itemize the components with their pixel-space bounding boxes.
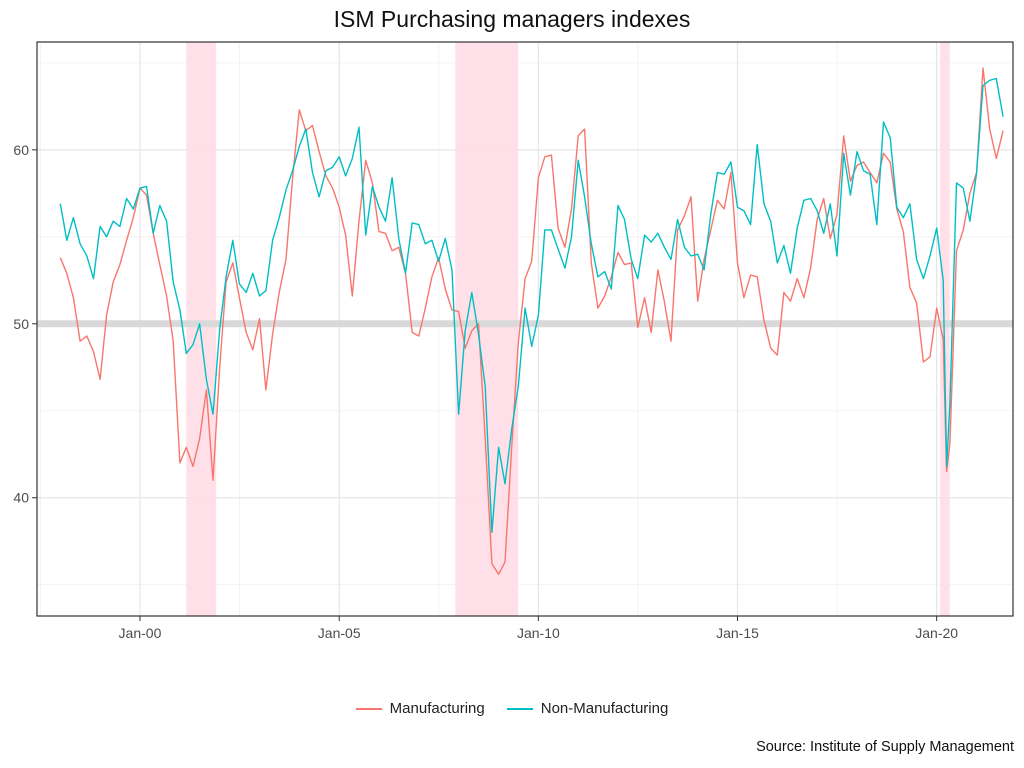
- x-tick-label-4: Jan-20: [915, 625, 958, 641]
- series-line-manufacturing: [59, 67, 1004, 575]
- recession-band-2: [940, 42, 950, 616]
- legend: Manufacturing Non-Manufacturing: [0, 700, 1024, 717]
- x-tick-label-2: Jan-10: [517, 625, 560, 641]
- source-caption: Source: Institute of Supply Management: [756, 739, 1014, 755]
- chart-title: ISM Purchasing managers indexes: [333, 6, 691, 32]
- series-line-non-manufacturing: [59, 77, 1004, 534]
- legend-key-manufacturing: [355, 707, 382, 710]
- recession-band-0: [186, 42, 217, 616]
- legend-key-non-manufacturing: [506, 707, 533, 710]
- plot-frame: [36, 41, 1014, 617]
- y-tick-label-2: 60: [13, 142, 29, 158]
- y-tick-label-0: 40: [13, 490, 29, 506]
- y-tick-label-1: 50: [13, 316, 29, 332]
- x-tick-label-3: Jan-15: [716, 625, 759, 641]
- series-layer: [59, 67, 1004, 575]
- legend-label-non-manufacturing: Non-Manufacturing: [540, 700, 669, 717]
- plot-border: [36, 41, 1014, 617]
- legend-item-manufacturing: Manufacturing: [355, 700, 485, 717]
- legend-label-manufacturing: Manufacturing: [389, 700, 485, 717]
- x-tick-label-0: Jan-00: [119, 625, 162, 641]
- recession-band-1: [455, 42, 519, 616]
- x-tick-label-1: Jan-05: [318, 625, 361, 641]
- legend-item-non-manufacturing: Non-Manufacturing: [506, 700, 669, 717]
- axis-ticks: Jan-00 Jan-05 Jan-10 Jan-15 Jan-20 40 50 60: [13, 142, 958, 641]
